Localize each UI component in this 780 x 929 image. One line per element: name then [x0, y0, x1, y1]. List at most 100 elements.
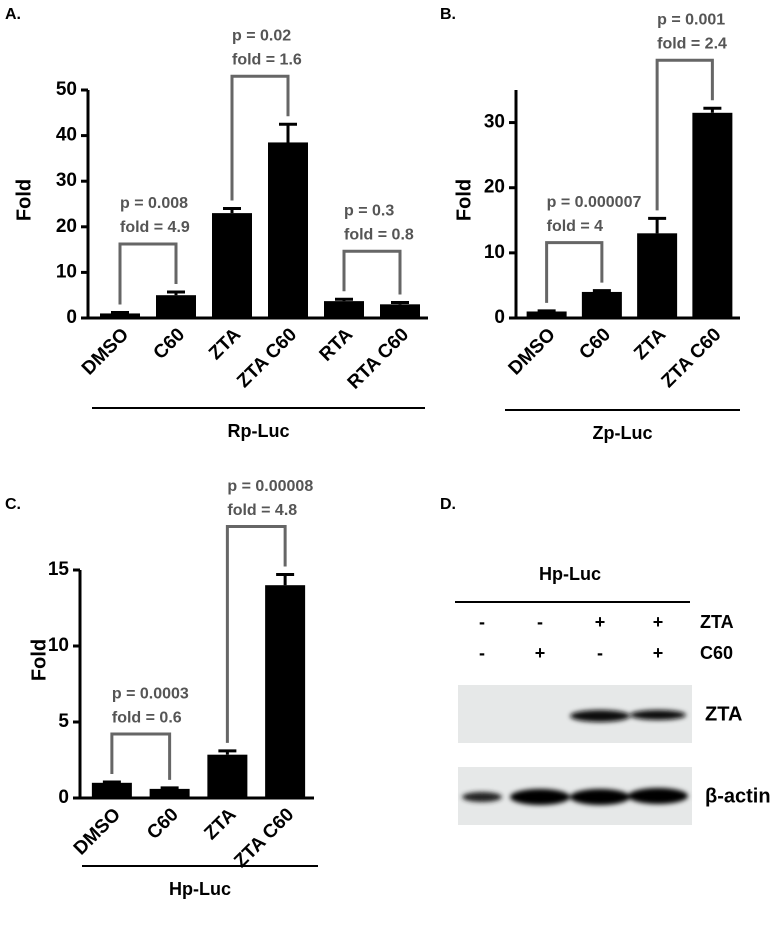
y-tick-label: 15 — [48, 559, 70, 580]
significance-bracket — [118, 242, 178, 305]
error-bar — [167, 290, 185, 296]
error-bar — [648, 216, 667, 234]
band-label: β-actin — [705, 785, 771, 807]
y-tick-label: 50 — [56, 79, 77, 100]
bar — [207, 754, 248, 798]
x-tick-label: DMSO — [70, 804, 125, 859]
x-tick-label: ZTA — [630, 324, 670, 364]
bar — [212, 213, 252, 318]
bar — [581, 291, 622, 318]
group-label: Rp-Luc — [228, 421, 290, 441]
condition-sign: + — [653, 643, 664, 663]
bar — [380, 304, 420, 318]
condition-label: ZTA — [700, 612, 734, 632]
group-label: Zp-Luc — [593, 423, 653, 443]
condition-sign: - — [597, 643, 603, 663]
x-tick-label: RTA — [316, 324, 358, 366]
bar — [637, 233, 678, 318]
bar — [156, 295, 196, 318]
x-tick-label: DMSO — [78, 324, 133, 379]
panel-label: A. — [5, 6, 21, 23]
condition-sign: + — [653, 612, 664, 632]
bar — [149, 788, 190, 798]
fold-change: fold = 4.8 — [227, 502, 297, 519]
y-axis-label: Fold — [453, 179, 475, 221]
condition-sign: + — [535, 643, 546, 663]
p-value: p = 0.001 — [657, 11, 725, 28]
error-bar — [276, 573, 295, 586]
significance-bracket — [230, 74, 290, 201]
error-bar — [592, 289, 611, 293]
fold-change: fold = 4 — [547, 218, 604, 235]
y-tick-label: 40 — [56, 125, 77, 146]
x-tick-label: ZTA — [200, 804, 240, 844]
group-label: Hp-Luc — [169, 879, 231, 899]
x-tick-label: C60 — [575, 324, 614, 363]
error-bar — [391, 300, 409, 305]
y-tick-label: 0 — [494, 307, 505, 328]
significance-bracket — [545, 241, 604, 303]
x-tick-label: ZTA C60 — [658, 324, 726, 392]
fold-change: fold = 4.9 — [120, 219, 190, 236]
x-tick-label: RTA C60 — [344, 324, 413, 393]
condition-sign: + — [595, 612, 606, 632]
y-tick-label: 0 — [58, 787, 69, 808]
p-value: p = 0.0003 — [112, 685, 189, 702]
fold-change: fold = 2.4 — [657, 35, 727, 52]
band-label: ZTA — [705, 703, 742, 725]
fold-change: fold = 0.6 — [112, 709, 182, 726]
x-tick-label: ZTA C60 — [230, 804, 298, 872]
p-value: p = 0.000007 — [547, 194, 642, 211]
y-tick-label: 10 — [56, 261, 77, 282]
bar — [526, 311, 567, 318]
error-bar — [218, 749, 237, 755]
bar — [91, 782, 132, 798]
error-bar — [279, 122, 297, 143]
x-tick-label: C60 — [143, 804, 182, 843]
condition-label: C60 — [700, 643, 733, 663]
condition-sign: - — [479, 612, 485, 632]
bar — [692, 112, 733, 318]
x-tick-label: DMSO — [505, 324, 560, 379]
bar — [268, 142, 308, 318]
blot-bands — [462, 710, 688, 805]
y-tick-label: 30 — [484, 112, 505, 133]
p-value: p = 0.008 — [120, 195, 188, 212]
x-tick-label: ZTA — [205, 324, 245, 364]
panel-label: B. — [440, 6, 456, 23]
error-bar — [160, 786, 179, 790]
y-tick-label: 10 — [48, 635, 69, 656]
significance-bracket — [342, 249, 402, 295]
y-axis-label: Fold — [28, 639, 50, 681]
fold-change: fold = 0.8 — [344, 227, 414, 244]
bar — [324, 301, 364, 318]
y-tick-label: 5 — [58, 711, 69, 732]
significance-bracket — [225, 525, 287, 743]
condition-sign: - — [479, 643, 485, 663]
error-bar — [102, 780, 121, 784]
error-bar — [335, 297, 353, 302]
error-bar — [537, 309, 556, 313]
x-tick-label: C60 — [150, 324, 189, 363]
bar — [265, 585, 306, 798]
condition-sign: - — [537, 612, 543, 632]
error-bar — [223, 207, 241, 214]
panel-label: C. — [5, 496, 21, 513]
y-tick-label: 0 — [66, 307, 77, 328]
error-bar — [703, 106, 722, 113]
x-tick-label: ZTA C60 — [233, 324, 301, 392]
p-value: p = 0.3 — [344, 203, 394, 220]
significance-bracket — [655, 58, 714, 211]
y-tick-label: 30 — [56, 170, 77, 191]
blot-header: Hp-Luc — [539, 564, 601, 584]
fold-change: fold = 1.6 — [232, 51, 302, 68]
y-tick-label: 20 — [484, 177, 505, 198]
y-axis-label: Fold — [13, 179, 35, 221]
significance-bracket — [110, 732, 172, 780]
y-tick-label: 20 — [56, 216, 77, 237]
error-bar — [111, 311, 129, 315]
p-value: p = 0.00008 — [227, 478, 313, 495]
p-value: p = 0.02 — [232, 27, 291, 44]
y-tick-label: 10 — [484, 242, 505, 263]
